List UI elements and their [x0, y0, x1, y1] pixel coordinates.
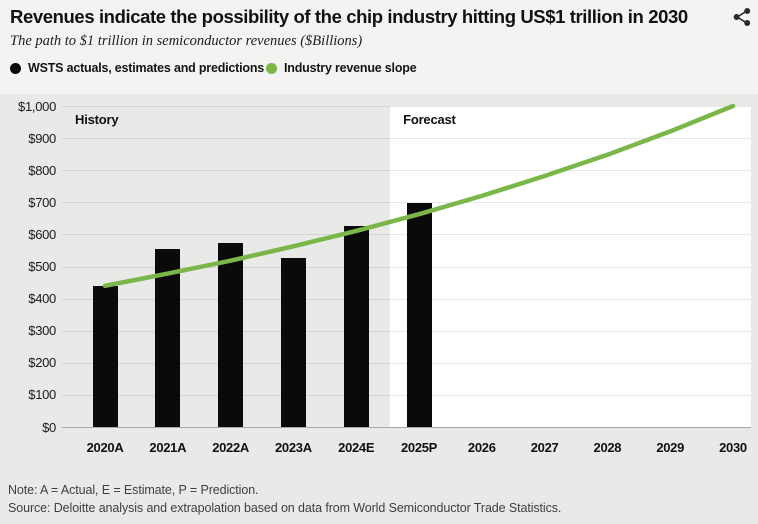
- y-axis-tick-label: $0: [42, 419, 56, 435]
- gridline: [62, 427, 751, 428]
- y-axis-tick-label: $1,000: [18, 98, 56, 114]
- y-axis-tick-label: $700: [28, 194, 56, 210]
- gridline: [62, 106, 751, 107]
- bar-2025P: [406, 203, 432, 427]
- y-axis-tick-label: $900: [28, 130, 56, 146]
- green-dot-icon: [266, 62, 277, 74]
- x-axis-tick-label: 2026: [467, 440, 496, 455]
- x-axis-tick-label: 2022A: [212, 440, 249, 455]
- x-axis-tick-label: 2025P: [400, 440, 438, 455]
- legend-item-slope: Industry revenue slope: [266, 61, 417, 75]
- bar-2020A: [92, 285, 118, 427]
- y-axis-tick-label: $200: [28, 355, 56, 371]
- x-axis-tick-label: 2023A: [274, 440, 312, 455]
- history-region-label: History: [75, 112, 119, 127]
- x-axis-tick-label: 2020A: [86, 440, 124, 455]
- bar-2024E: [343, 225, 369, 427]
- x-axis-tick-label: 2021A: [149, 440, 187, 455]
- y-axis-tick-label: $800: [28, 162, 56, 178]
- bar-2023A: [280, 257, 306, 427]
- y-axis-tick-label: $300: [28, 323, 56, 339]
- forecast-region-label: Forecast: [403, 112, 456, 127]
- page-title: Revenues indicate the possibility of the…: [10, 6, 688, 27]
- chart-subtitle: The path to $1 trillion in semiconductor…: [10, 33, 363, 49]
- legend-label: Industry revenue slope: [284, 61, 417, 75]
- chart-source: Source: Deloitte analysis and extrapolat…: [8, 501, 562, 515]
- chart-plot-area: $0 $100 $200 $300 $400 $500 $600 $700 $800 $900 $1…: [0, 94, 758, 524]
- gridline: [62, 170, 751, 172]
- black-dot-icon: [10, 62, 21, 74]
- y-axis-tick-label: $600: [28, 226, 56, 242]
- bar-2022A: [218, 242, 244, 427]
- x-axis-tick-label: 2029: [656, 440, 685, 455]
- gridline: [62, 138, 751, 140]
- chart-note: Note: A = Actual, E = Estimate, P = Pred…: [8, 483, 259, 497]
- y-axis-tick-label: $500: [28, 259, 56, 274]
- x-axis-tick-label: 2024E: [338, 440, 375, 455]
- legend-label: WSTS actuals, estimates and predictions: [28, 61, 265, 75]
- x-axis-tick-label: 2030: [719, 440, 747, 455]
- x-axis-tick-label: 2027: [530, 440, 559, 455]
- share-icon[interactable]: [731, 6, 753, 28]
- bar-2021A: [155, 248, 181, 427]
- y-axis-tick-label: $100: [28, 387, 56, 403]
- y-axis-tick-label: $400: [28, 291, 56, 307]
- legend-item-wsts: WSTS actuals, estimates and predictions: [10, 61, 264, 75]
- x-axis-tick-label: 2028: [593, 440, 622, 455]
